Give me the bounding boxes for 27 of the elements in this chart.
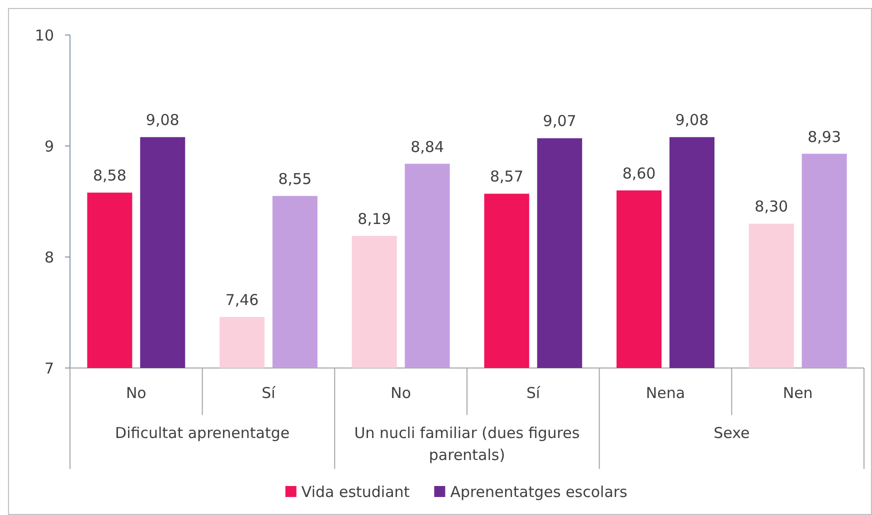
data-label: 7,46 <box>225 290 259 309</box>
data-label: 8,84 <box>410 138 444 156</box>
data-label: 8,57 <box>490 168 524 186</box>
legend-label: Vida estudiant <box>301 483 410 501</box>
x-tick-label: Sí <box>262 384 276 402</box>
data-label: 8,19 <box>358 210 392 228</box>
x-tick-label: Nen <box>782 384 813 402</box>
x-tick-label: No <box>126 384 146 402</box>
data-label: 8,58 <box>92 166 126 185</box>
y-tick-label: 7 <box>44 359 54 378</box>
data-label: 8,55 <box>278 170 312 188</box>
legend-label: Aprenentatges escolars <box>450 483 628 501</box>
data-label: 9,08 <box>675 111 709 130</box>
data-label: 8,30 <box>754 198 788 216</box>
text: Dificultat aprenentatge <box>115 424 290 442</box>
x-tick-label: Sí <box>526 384 541 402</box>
data-label: 9,07 <box>542 112 576 130</box>
y-tick-label: 9 <box>44 137 54 156</box>
data-label: 8,60 <box>622 164 656 182</box>
data-label: 8,93 <box>808 128 842 146</box>
y-tick-label: 10 <box>34 26 54 44</box>
y-tick-label: 8 <box>44 248 54 266</box>
x-tick-label: Nena <box>646 384 686 402</box>
text: Sexe <box>714 424 750 442</box>
x-tick-label: No <box>390 384 412 402</box>
text: Un nucli familiar (dues figures parentals) <box>354 424 580 464</box>
data-label: 9,08 <box>146 111 180 130</box>
